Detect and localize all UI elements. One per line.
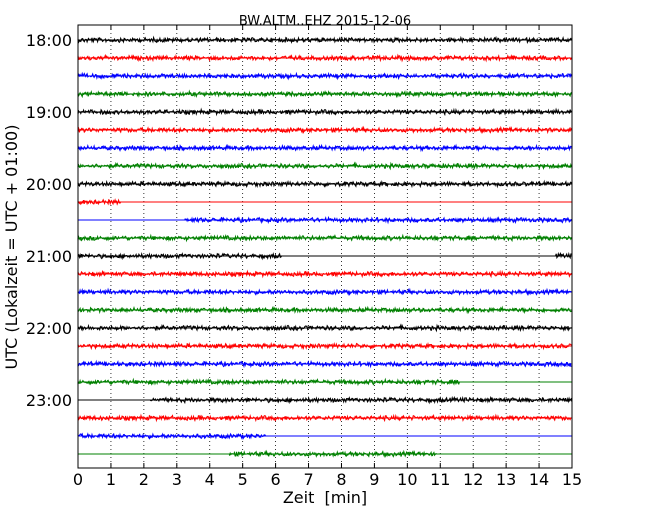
trace-1915 [77,125,572,135]
trace-signal-0 [77,143,572,153]
trace-2100 [77,251,572,261]
trace-signal-0 [77,323,572,333]
trace-signal-0 [77,251,282,261]
plot-frame [77,24,573,469]
x-axis-label: Zeit [min] [283,488,367,507]
x-tick-label: 2 [139,470,149,489]
trace-signal-0 [77,432,266,440]
trace-2015 [77,198,572,206]
trace-signal-0 [77,35,573,44]
trace-2115 [77,269,572,279]
trace-2230 [77,359,572,369]
trace-signal-1 [554,251,572,260]
trace-signal-0 [228,449,437,458]
trace-signal-0 [77,71,572,81]
x-tick-label: 0 [73,470,83,489]
trace-2130 [77,287,572,296]
x-tick-label: 8 [336,470,346,489]
x-tick-label: 3 [172,470,182,489]
trace-1945 [77,161,573,171]
trace-signal-0 [77,89,572,99]
y-tick-label: 20:00 [26,175,72,194]
trace-signal-0 [77,198,122,206]
trace-2000 [77,179,572,189]
trace-2300 [78,395,573,405]
trace-2330 [77,432,572,440]
y-tick-label: 18:00 [26,31,72,50]
x-tick-label: 15 [562,470,582,489]
trace-2215 [77,341,572,351]
trace-2030 [78,215,572,225]
trace-1930 [77,143,572,153]
trace-signal-0 [77,233,573,243]
trace-2145 [77,305,572,315]
trace-signal-0 [77,413,572,423]
x-tick-label: 11 [430,470,450,489]
y-tick-label: 19:00 [26,103,72,122]
x-tick-label: 14 [529,470,549,489]
trace-2315 [77,413,572,423]
trace-signal-0 [77,179,572,189]
y-tick-label: 21:00 [26,247,72,266]
trace-2045 [77,233,573,243]
x-tick-label: 12 [463,470,483,489]
trace-signal-0 [77,107,572,117]
trace-signal-0 [77,125,572,135]
trace-2245 [77,377,572,387]
x-tick-label: 1 [106,470,116,489]
y-axis-label: UTC (Lokalzeit = UTC + 01:00) [2,125,21,370]
trace-signal-0 [77,287,572,296]
trace-signal-0 [149,395,573,405]
seismic-traces [77,35,573,458]
trace-signal-0 [77,341,572,351]
trace-signal-0 [77,377,461,387]
trace-signal-0 [184,215,572,225]
trace-signal-0 [77,161,573,171]
x-tick-label: 10 [397,470,417,489]
x-tick-label: 4 [205,470,215,489]
trace-1800 [77,35,573,44]
x-tick-label: 13 [496,470,516,489]
plot-area [78,25,572,468]
trace-signal-0 [77,53,572,63]
trace-2345 [78,449,572,458]
x-tick-label: 6 [271,470,281,489]
trace-1900 [77,107,572,117]
trace-2200 [77,323,572,333]
trace-signal-0 [77,269,572,279]
y-tick-label: 23:00 [26,391,72,410]
x-tick-label: 5 [238,470,248,489]
trace-1830 [77,71,572,81]
trace-signal-0 [77,359,572,369]
axes: 0 1 2 3 4 5 6 7 8 9 10 11 12 13 14 1518:0019:0020:0021:… [26,25,582,489]
trace-1845 [77,89,572,99]
y-tick-label: 22:00 [26,319,72,338]
x-tick-label: 7 [303,470,313,489]
x-tick-label: 9 [369,470,379,489]
trace-1815 [77,53,572,63]
trace-signal-0 [77,305,572,315]
